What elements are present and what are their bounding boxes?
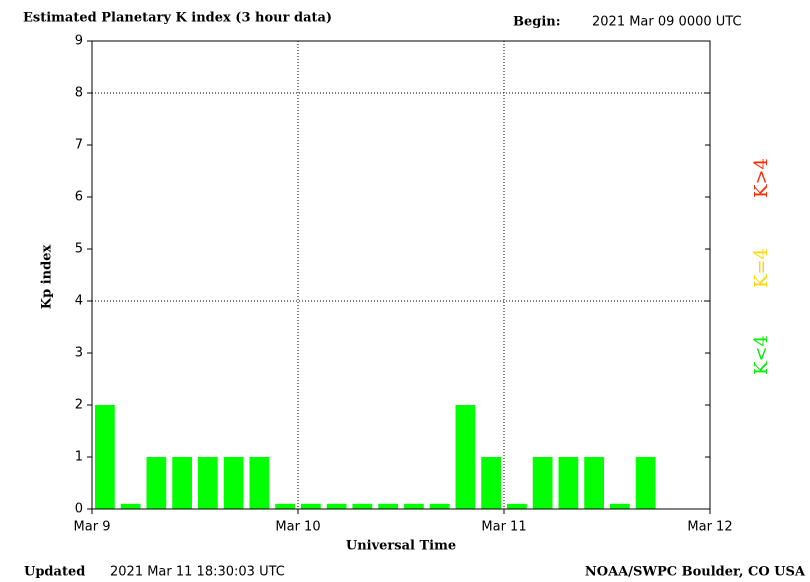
bar: [532, 457, 553, 509]
y-tick-label: 0: [75, 502, 83, 517]
y-tick-label: 5: [75, 242, 83, 257]
begin-label: Begin:: [513, 15, 561, 30]
bar: [378, 503, 398, 509]
legend-label: K<4: [751, 335, 772, 375]
y-tick-label: 3: [75, 346, 83, 361]
bar: [481, 457, 501, 509]
y-axis-label: Kp index: [40, 245, 55, 310]
bar: [429, 503, 450, 509]
bar: [120, 503, 141, 509]
bar: [635, 457, 656, 509]
x-axis-label: Universal Time: [346, 539, 456, 554]
bar: [584, 457, 604, 509]
bar: [223, 457, 244, 509]
bar: [404, 503, 424, 509]
y-tick-label: 2: [75, 398, 83, 413]
y-tick-label: 6: [75, 190, 83, 205]
x-tick-label: Mar 10: [275, 520, 320, 535]
bar: [610, 503, 630, 509]
x-tick-label: Mar 12: [687, 520, 732, 535]
bar: [275, 503, 295, 509]
bar: [301, 503, 321, 509]
y-tick-label: 1: [75, 450, 83, 465]
bar: [507, 503, 527, 509]
legend-label: K=4: [751, 248, 772, 288]
bar: [172, 457, 192, 509]
legend-label: K>4: [751, 158, 772, 198]
credit: NOAA/SWPC Boulder, CO USA: [585, 565, 806, 580]
x-tick-label: Mar 11: [481, 520, 526, 535]
x-tick-label: Mar 9: [74, 520, 111, 535]
bar: [352, 503, 373, 509]
y-tick-label: 8: [75, 86, 83, 101]
bar: [326, 503, 347, 509]
y-tick-label: 9: [75, 34, 83, 49]
bar: [455, 405, 476, 509]
bar: [198, 457, 218, 509]
bar: [146, 457, 167, 509]
plot-frame: [91, 40, 711, 510]
chart-title: Estimated Planetary K index (3 hour data…: [23, 11, 332, 26]
updated-time: 2021 Mar 11 18:30:03 UTC: [110, 565, 285, 580]
y-tick-label: 7: [75, 138, 83, 153]
bar: [558, 457, 579, 509]
y-tick-label: 4: [75, 294, 83, 309]
bar: [249, 457, 270, 509]
begin-time: 2021 Mar 09 0000 UTC: [592, 15, 742, 30]
updated-label: Updated: [24, 565, 85, 580]
bar: [95, 405, 115, 509]
